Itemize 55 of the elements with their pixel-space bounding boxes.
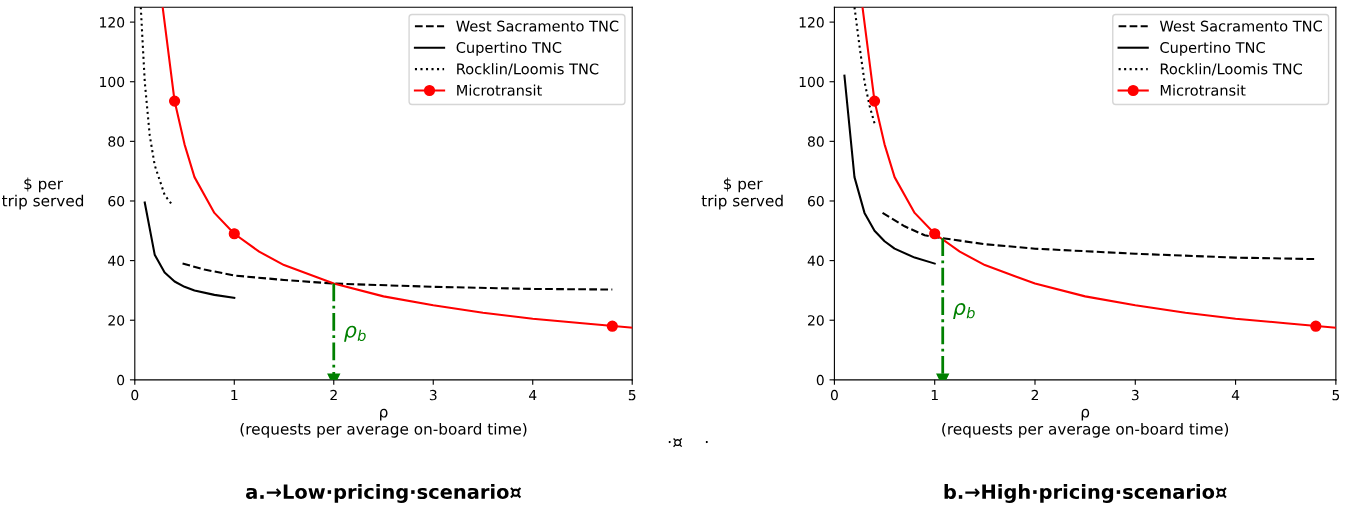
y-tick-label: 120 bbox=[100, 17, 125, 28]
text: b.→High·pricing·scenario¤ bbox=[944, 484, 1227, 503]
point bbox=[929, 228, 941, 240]
y-tick-label: 40 bbox=[108, 255, 125, 267]
line-series bbox=[843, 74, 936, 265]
x-tick-label: 2 bbox=[330, 389, 337, 401]
legend-label: Microtransit bbox=[1160, 84, 1246, 96]
y-tick-label: 120 bbox=[799, 17, 824, 28]
y-tick-label: 20 bbox=[108, 315, 125, 326]
y-tick-label: 100 bbox=[799, 76, 824, 88]
line-series bbox=[139, 7, 174, 207]
point bbox=[228, 228, 240, 240]
y-axis-title: $ per trip served bbox=[2, 177, 84, 210]
line-series bbox=[861, 7, 1336, 329]
legend-label: Cupertino TNC bbox=[1160, 41, 1265, 56]
x-tick-label: 4 bbox=[528, 390, 537, 401]
y-tick-label: 20 bbox=[808, 315, 824, 326]
y-tick-label: 60 bbox=[108, 195, 125, 207]
text: ·¤ · bbox=[668, 438, 708, 448]
x-tick-label: 0 bbox=[830, 389, 838, 401]
point bbox=[868, 95, 881, 107]
x-axis-title: ρ (requests per average on-board time) bbox=[942, 408, 1229, 438]
legend-label: Rocklin/Loomis TNC bbox=[1160, 63, 1302, 76]
y-tick-label: 80 bbox=[807, 136, 824, 147]
y-tick-label: 80 bbox=[108, 136, 125, 147]
x-tick-label: 2 bbox=[1031, 389, 1039, 401]
x-axis-title: ρ (requests per average on-board time) bbox=[240, 408, 527, 438]
y-tick-label: 0 bbox=[816, 374, 824, 386]
text: a.→Low·pricing·scenario¤ bbox=[246, 484, 522, 503]
x-tick-label: 4 bbox=[1231, 390, 1240, 401]
legend-label: Rocklin/Loomis TNC bbox=[457, 63, 599, 76]
x-tick-label: 5 bbox=[628, 390, 636, 401]
x-tick-label: 3 bbox=[1131, 389, 1139, 401]
x-tick-label: 1 bbox=[931, 390, 938, 401]
line-series bbox=[143, 201, 236, 299]
y-tick-label: 60 bbox=[807, 195, 824, 207]
legend-label: West Sacramento TNC bbox=[1159, 20, 1322, 32]
x-tick-label: 5 bbox=[1332, 390, 1340, 401]
legend-label: West Sacramento TNC bbox=[456, 20, 619, 32]
legend-label: Microtransit bbox=[457, 84, 542, 96]
legend-label: Cupertino TNC bbox=[456, 41, 562, 56]
y-axis-title: $ per trip served bbox=[701, 177, 783, 210]
point bbox=[1310, 320, 1322, 332]
x-tick-label: 1 bbox=[231, 390, 238, 401]
x-tick-label: 0 bbox=[131, 389, 139, 401]
point bbox=[168, 95, 181, 107]
x-tick-label: 3 bbox=[429, 389, 437, 401]
y-tick-label: 100 bbox=[100, 76, 125, 88]
point bbox=[606, 320, 618, 332]
annotation: ρ$_{b}$ bbox=[344, 325, 366, 342]
y-tick-label: 40 bbox=[807, 255, 824, 267]
line-series bbox=[881, 211, 1317, 261]
annotation: ρ$_{b}$ bbox=[953, 303, 975, 320]
line-series bbox=[181, 262, 614, 291]
y-tick-label: 0 bbox=[117, 374, 125, 386]
